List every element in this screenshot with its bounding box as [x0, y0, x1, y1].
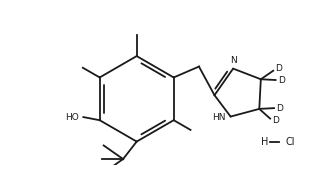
Text: D: D [276, 104, 283, 113]
Text: D: D [278, 76, 285, 84]
Text: D: D [275, 64, 282, 73]
Text: HO: HO [65, 113, 79, 122]
Text: HN: HN [212, 113, 226, 122]
Text: Cl: Cl [285, 137, 295, 147]
Text: H: H [261, 137, 268, 147]
Text: N: N [230, 56, 237, 65]
Text: D: D [272, 116, 279, 125]
